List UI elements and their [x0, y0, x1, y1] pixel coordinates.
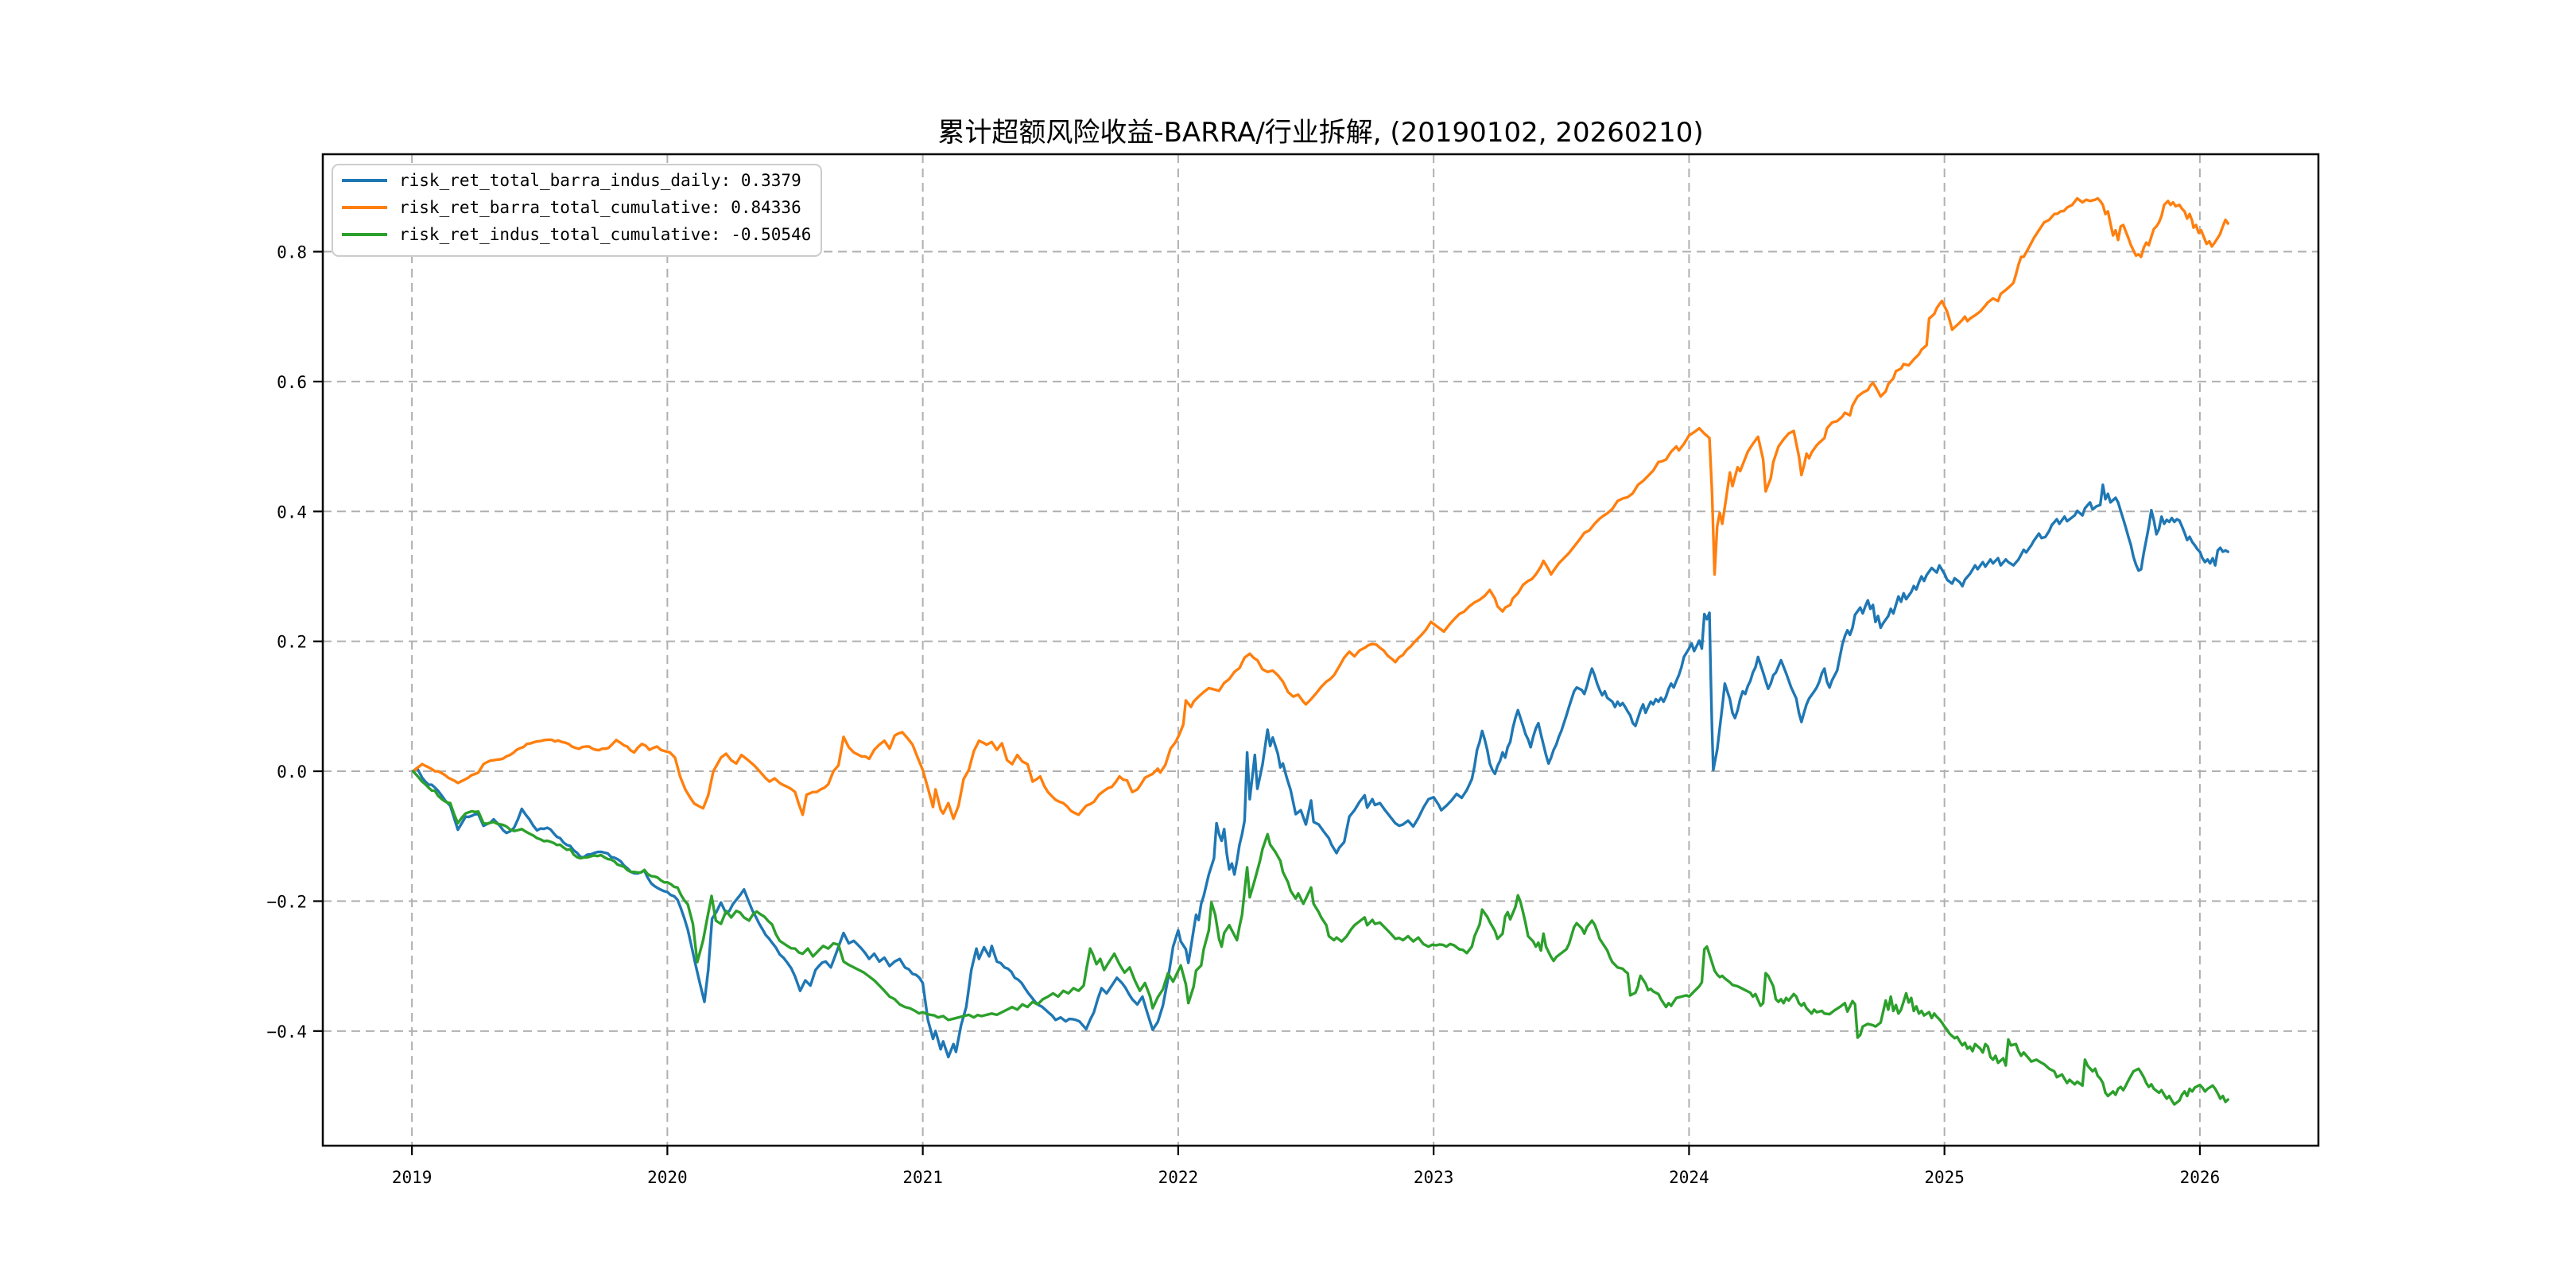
- y-tick-label: −0.4: [266, 1022, 307, 1042]
- axis-ticks: 2019 2020 2021 2022 2023 2024 2025 2026 0.8 0.6 0.…: [266, 243, 2220, 1187]
- plot-border: [321, 153, 2320, 1147]
- y-tick-label: 0.0: [277, 762, 307, 782]
- x-tick-label: 2024: [1669, 1168, 1709, 1187]
- y-tick-label: 0.4: [277, 502, 307, 522]
- legend-label: risk_ret_barra_total_cumulative: 0.84336: [399, 198, 801, 217]
- x-tick-label: 2020: [647, 1168, 688, 1187]
- x-tick-label: 2025: [1924, 1168, 1965, 1187]
- legend: risk_ret_total_barra_indus_daily: 0.3379…: [332, 164, 822, 257]
- legend-label: risk_ret_total_barra_indus_daily: 0.3379: [399, 171, 801, 190]
- series-line-risk_ret_total_barra_indus_daily: [412, 483, 2229, 1059]
- y-tick-label: −0.2: [266, 892, 307, 911]
- legend-box: [332, 164, 822, 257]
- y-tick-label: 0.8: [277, 243, 307, 262]
- legend-label: risk_ret_indus_total_cumulative: -0.5054…: [399, 225, 811, 244]
- y-tick-label: 0.2: [277, 633, 307, 652]
- x-tick-label: 2019: [392, 1168, 433, 1187]
- x-tick-label: 2022: [1158, 1168, 1199, 1187]
- series-lines: [412, 196, 2229, 1106]
- y-tick-label: 0.6: [277, 373, 307, 392]
- x-tick-label: 2021: [902, 1168, 943, 1187]
- series-line-risk_ret_barra_total_cumulative: [412, 196, 2229, 821]
- x-tick-label: 2026: [2180, 1168, 2221, 1187]
- series-line-risk_ret_indus_total_cumulative: [412, 770, 2229, 1106]
- x-tick-label: 2023: [1414, 1168, 1454, 1187]
- chart-title: 累计超额风险收益-BARRA/行业拆解, (20190102, 20260210…: [937, 117, 1703, 149]
